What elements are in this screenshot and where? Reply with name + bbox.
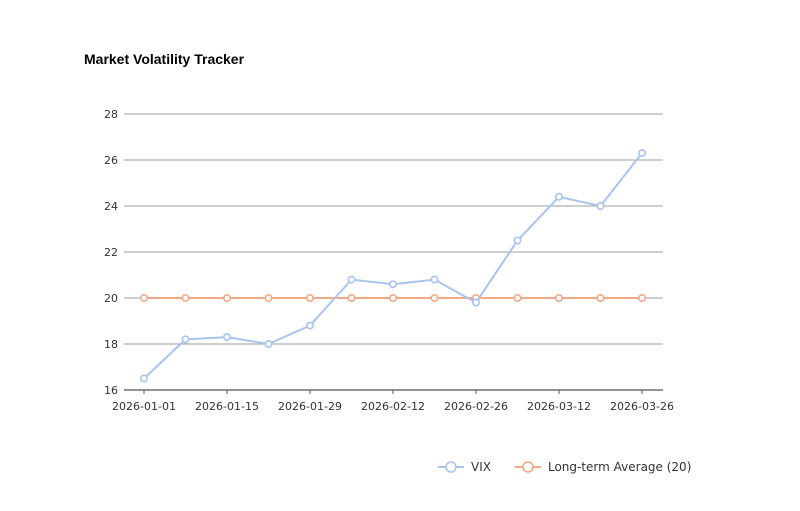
y-tick-label: 20: [104, 292, 118, 305]
legend-marker: [522, 461, 534, 473]
x-tick-label: 2026-03-26: [610, 400, 674, 413]
data-point[interactable]: [140, 374, 149, 383]
y-tick-label: 18: [104, 338, 118, 351]
data-point[interactable]: [223, 293, 232, 302]
data-point[interactable]: [388, 280, 397, 289]
y-tick-label: 22: [104, 246, 118, 259]
data-point[interactable]: [305, 293, 314, 302]
legend: VIX Long-term Average (20): [438, 460, 691, 474]
x-tick-label: 2026-02-26: [444, 400, 508, 413]
data-point[interactable]: [347, 275, 356, 284]
data-point[interactable]: [347, 293, 356, 302]
data-point[interactable]: [264, 293, 273, 302]
y-tick-label: 24: [104, 200, 118, 213]
data-point[interactable]: [388, 293, 397, 302]
x-tick-label: 2026-03-12: [527, 400, 591, 413]
data-point[interactable]: [181, 293, 190, 302]
x-tick-label: 2026-01-29: [278, 400, 342, 413]
chart-title: Market Volatility Tracker: [84, 51, 245, 67]
grid-lines: [124, 113, 663, 391]
legend-label: Long-term Average (20): [548, 460, 691, 474]
data-point[interactable]: [596, 202, 605, 211]
x-tick-label: 2026-02-12: [361, 400, 425, 413]
data-point[interactable]: [471, 298, 480, 307]
x-tick-label: 2026-01-15: [195, 400, 259, 413]
y-tick-label: 16: [104, 384, 118, 397]
data-point[interactable]: [181, 335, 190, 344]
series-layer: [140, 149, 646, 383]
data-point[interactable]: [637, 149, 646, 158]
legend-marker: [445, 461, 457, 473]
data-point[interactable]: [223, 333, 232, 342]
series-long-term-average-20: [140, 293, 646, 302]
data-point[interactable]: [430, 293, 439, 302]
y-tick-label: 28: [104, 108, 118, 121]
data-point[interactable]: [637, 293, 646, 302]
y-axis: 16 18 20 22 24 26 28: [104, 108, 118, 397]
data-point[interactable]: [430, 275, 439, 284]
data-point[interactable]: [264, 339, 273, 348]
data-point[interactable]: [513, 293, 522, 302]
legend-item-long-term-average-20[interactable]: Long-term Average (20): [514, 460, 691, 474]
data-point[interactable]: [596, 293, 605, 302]
y-tick-label: 26: [104, 154, 118, 167]
data-point[interactable]: [305, 321, 314, 330]
data-point[interactable]: [513, 236, 522, 245]
data-point[interactable]: [554, 192, 563, 201]
x-axis: 2026-01-01 2026-01-15 2026-01-29 2026-02-12…: [112, 390, 674, 413]
series-line-vix: [143, 152, 643, 380]
legend-item-vix[interactable]: VIX: [438, 460, 491, 474]
data-point[interactable]: [554, 293, 563, 302]
data-point[interactable]: [140, 293, 149, 302]
series-vix: [140, 149, 646, 383]
legend-label: VIX: [471, 460, 491, 474]
x-tick-label: 2026-01-01: [112, 400, 176, 413]
